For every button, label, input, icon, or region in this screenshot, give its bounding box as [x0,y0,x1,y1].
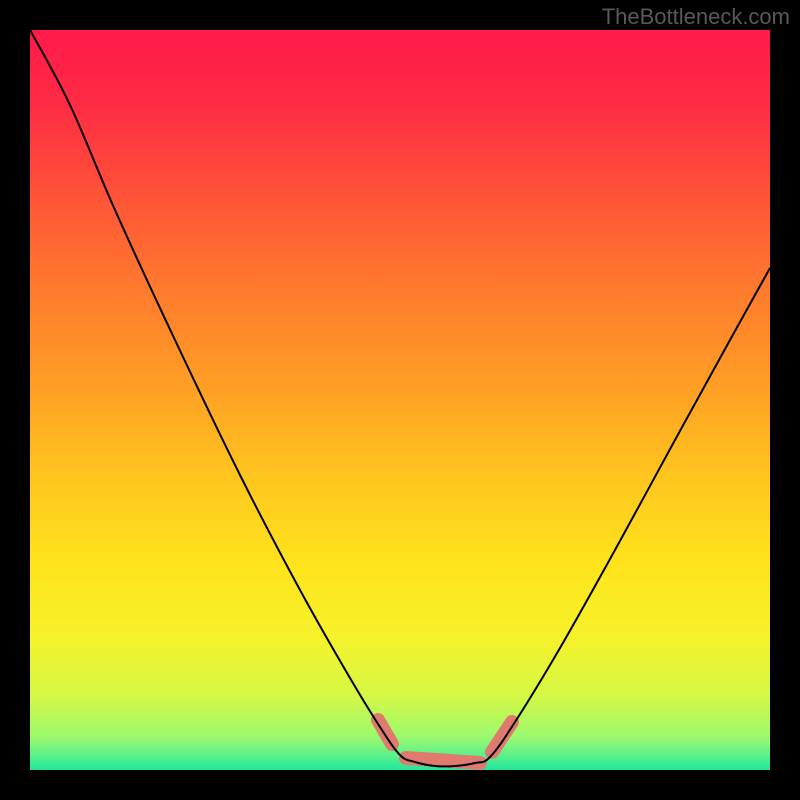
watermark-text: TheBottleneck.com [602,4,790,30]
bottleneck-chart [0,0,800,800]
chart-plot-area [30,30,770,770]
